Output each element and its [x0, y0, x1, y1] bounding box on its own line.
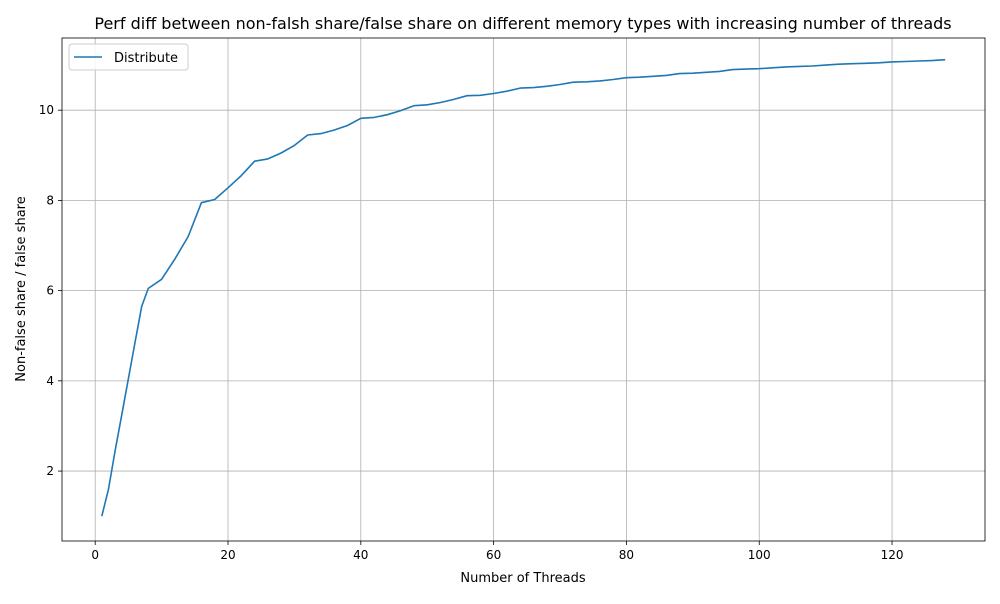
legend-label: Distribute — [114, 51, 178, 66]
x-tick-label: 120 — [881, 548, 904, 562]
x-tick-label: 60 — [486, 548, 501, 562]
x-axis-ticks: 0 20 40 60 80 100 120 — [91, 541, 903, 562]
y-tick-label: 8 — [46, 193, 54, 207]
legend: Distribute — [68, 43, 189, 71]
chart-title: Perf diff between non-falsh share/false … — [94, 14, 951, 33]
x-axis-label: Number of Threads — [460, 571, 585, 586]
y-axis-label: Non-false share / false share — [14, 196, 29, 381]
legend-box — [68, 43, 189, 71]
x-tick-label: 20 — [220, 548, 235, 562]
y-tick-label: 2 — [46, 464, 54, 478]
y-tick-label: 6 — [46, 284, 54, 298]
series-line-distribute — [101, 58, 946, 517]
plot-frame — [61, 37, 986, 542]
x-tick-label: 40 — [353, 548, 368, 562]
series-layer — [101, 58, 946, 517]
y-axis-ticks: 2 4 6 8 10 — [39, 103, 62, 478]
grid-lines — [62, 38, 985, 541]
x-tick-label: 80 — [619, 548, 634, 562]
y-tick-label: 10 — [39, 103, 54, 117]
y-tick-label: 4 — [46, 374, 54, 388]
x-tick-label: 0 — [91, 548, 99, 562]
x-tick-label: 100 — [748, 548, 771, 562]
